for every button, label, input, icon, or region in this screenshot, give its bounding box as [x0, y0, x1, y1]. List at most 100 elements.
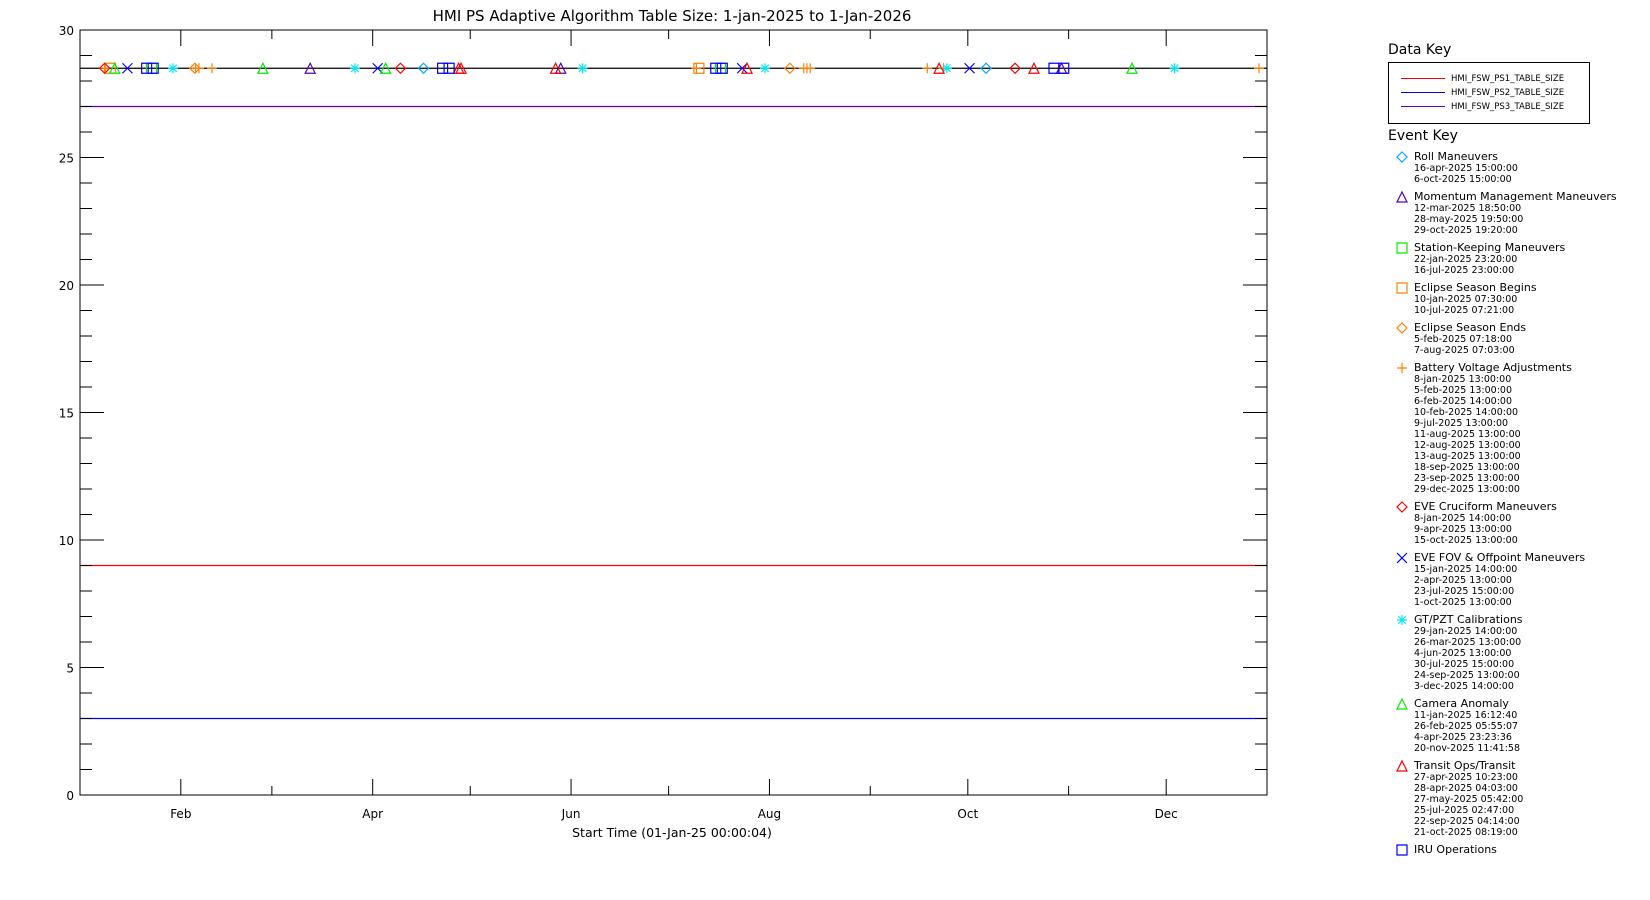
plot-area: 0 5 10 15 20 25 30 Feb Apr Jun Aug Oct Dec: [59, 24, 1268, 821]
event-date: 23-jul-2025 15:00:00: [1414, 586, 1515, 597]
event-marker-x-icon: [736, 62, 748, 74]
event-symbol-asterisk-icon: [1397, 615, 1407, 625]
triangle-icon: [1396, 191, 1408, 203]
event-date: 8-jan-2025 14:00:00: [1414, 513, 1512, 524]
square-icon: [1396, 242, 1408, 254]
event-key-label: Momentum Management Maneuvers: [1414, 190, 1617, 203]
event-marker-square-icon: [693, 62, 705, 74]
event-marker-diamond-icon: [98, 62, 111, 75]
event-symbol-triangle-icon: [1396, 191, 1408, 203]
event-date: 4-jun-2025 13:00:00: [1414, 648, 1512, 659]
event-date: 15-jan-2025 14:00:00: [1414, 564, 1518, 575]
x-tick-label: Feb: [170, 807, 191, 821]
event-marker-plus-icon: [1254, 63, 1265, 74]
event-marker-plus-icon: [922, 63, 933, 74]
event-marker-asterisk-icon: [349, 63, 360, 74]
event-date: 27-may-2025 05:42:00: [1414, 794, 1524, 805]
event-key-title: Event Key: [1388, 128, 1458, 144]
event-marker-triangle-icon: [1028, 61, 1040, 74]
event-marker-diamond-icon: [980, 62, 992, 75]
event-date: 11-aug-2025 13:00:00: [1414, 429, 1521, 440]
event-marker-diamond-icon: [417, 62, 430, 75]
event-date: 5-feb-2025 13:00:00: [1414, 385, 1512, 396]
event-key-label: EVE FOV & Offpoint Maneuvers: [1414, 551, 1586, 564]
event-date: 6-feb-2025 14:00:00: [1414, 396, 1512, 407]
x-tick-label: Aug: [758, 807, 781, 821]
event-marker-triangle-icon: [455, 61, 468, 74]
event-key-label: Eclipse Season Begins: [1414, 281, 1537, 294]
event-date: 6-oct-2025 15:00:00: [1414, 174, 1512, 185]
event-date: 25-jul-2025 02:47:00: [1414, 805, 1515, 816]
data-key-label: HMI_FSW_PS1_TABLE_SIZE: [1451, 74, 1565, 84]
x-tick-label: Oct: [957, 807, 978, 821]
event-date: 7-aug-2025 07:03:00: [1414, 345, 1515, 356]
event-marker-asterisk-icon: [759, 63, 770, 74]
event-key-item: Roll Maneuvers: [1396, 150, 1646, 163]
event-date: 3-dec-2025 14:00:00: [1414, 681, 1514, 692]
y-tick-label: 20: [59, 279, 74, 293]
event-key-label: Camera Anomaly: [1414, 697, 1509, 710]
event-marker-asterisk-icon: [1169, 63, 1180, 74]
square-icon: [1396, 844, 1408, 856]
y-tick-label: 10: [59, 534, 74, 548]
event-symbol-diamond-icon: [1396, 151, 1408, 163]
x-icon: [1396, 552, 1408, 564]
axes-frame: [79, 29, 1268, 796]
event-key-item: Battery Voltage Adjustments: [1396, 361, 1646, 374]
event-key-label: Station-Keeping Maneuvers: [1414, 241, 1566, 254]
event-date: 10-feb-2025 14:00:00: [1414, 407, 1519, 418]
event-date: 15-oct-2025 13:00:00: [1414, 535, 1518, 546]
event-key-item: Eclipse Season Ends: [1396, 321, 1646, 334]
event-date: 20-nov-2025 11:41:58: [1414, 743, 1521, 754]
event-date: 29-jan-2025 14:00:00: [1414, 626, 1518, 637]
event-marker-diamond-icon: [1009, 62, 1021, 75]
event-symbol-triangle-icon: [1396, 698, 1408, 710]
event-marker-triangle-icon: [108, 61, 121, 74]
diamond-icon: [1396, 501, 1408, 513]
event-marker-square-icon: [147, 62, 159, 74]
x-tick-label: Dec: [1155, 807, 1178, 821]
event-date: 29-oct-2025 19:20:00: [1414, 225, 1518, 236]
data-key-item: HMI_FSW_PS1_TABLE_SIZE: [1401, 73, 1564, 85]
diamond-icon: [1396, 151, 1408, 163]
series-swatch: [1401, 78, 1445, 79]
event-marker-plus-icon: [193, 63, 204, 74]
legend: Data Key HMI_FSW_PS1_TABLE_SIZE HMI_FSW_P…: [1388, 0, 1650, 900]
series-swatch: [1401, 106, 1445, 107]
event-date: 12-aug-2025 13:00:00: [1414, 440, 1521, 451]
event-key-label: EVE Cruciform Maneuvers: [1414, 500, 1557, 513]
event-marker-triangle-icon: [741, 61, 754, 74]
event-key-label: IRU Operations: [1414, 843, 1497, 856]
data-key-label: HMI_FSW_PS3_TABLE_SIZE: [1451, 102, 1565, 112]
event-marker-asterisk-icon: [167, 63, 178, 74]
asterisk-icon: [1397, 615, 1407, 625]
event-marker-x-icon: [122, 62, 133, 74]
event-marker-plus-icon: [206, 63, 217, 74]
event-date: 28-apr-2025 04:03:00: [1414, 783, 1518, 794]
event-date: 30-jul-2025 15:00:00: [1414, 659, 1515, 670]
square-icon: [1396, 282, 1408, 294]
event-date: 18-sep-2025 13:00:00: [1414, 462, 1520, 473]
y-tick-label: 5: [66, 662, 74, 676]
series-swatch: [1401, 92, 1445, 93]
event-symbol-x-icon: [1396, 552, 1408, 564]
event-date: 4-apr-2025 23:23:36: [1414, 732, 1512, 743]
event-marker-square-icon: [443, 62, 455, 74]
event-key-item: Station-Keeping Maneuvers: [1396, 241, 1646, 254]
event-marker-diamond-icon: [394, 62, 407, 75]
event-marker-x-icon: [964, 62, 975, 74]
event-symbol-diamond-icon: [1396, 322, 1408, 334]
event-date: 16-jul-2025 23:00:00: [1414, 265, 1515, 276]
event-marker-plus-icon: [691, 63, 702, 74]
event-symbol-diamond-icon: [1396, 501, 1408, 513]
event-date: 10-jul-2025 07:21:00: [1414, 305, 1515, 316]
data-key-title: Data Key: [1388, 42, 1452, 58]
event-key-item: IRU Operations: [1396, 843, 1646, 856]
y-tick-label: 0: [66, 789, 74, 803]
event-date: 27-apr-2025 10:23:00: [1414, 772, 1518, 783]
y-tick-label: 15: [59, 407, 74, 421]
x-tick-label: Apr: [362, 807, 383, 821]
event-key-item: Camera Anomaly: [1396, 697, 1646, 710]
data-key-label: HMI_FSW_PS2_TABLE_SIZE: [1451, 88, 1565, 98]
event-date: 9-apr-2025 13:00:00: [1414, 524, 1512, 535]
